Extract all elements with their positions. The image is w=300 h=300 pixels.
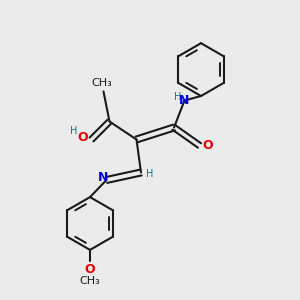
- Text: O: O: [84, 263, 95, 276]
- Text: H: H: [70, 126, 77, 136]
- Text: N: N: [98, 171, 109, 184]
- Text: O: O: [202, 139, 213, 152]
- Text: N: N: [179, 94, 190, 107]
- Text: H: H: [146, 169, 154, 179]
- Text: O: O: [78, 130, 88, 144]
- Text: CH₃: CH₃: [92, 78, 112, 88]
- Text: CH₃: CH₃: [79, 276, 100, 286]
- Text: H: H: [174, 92, 182, 103]
